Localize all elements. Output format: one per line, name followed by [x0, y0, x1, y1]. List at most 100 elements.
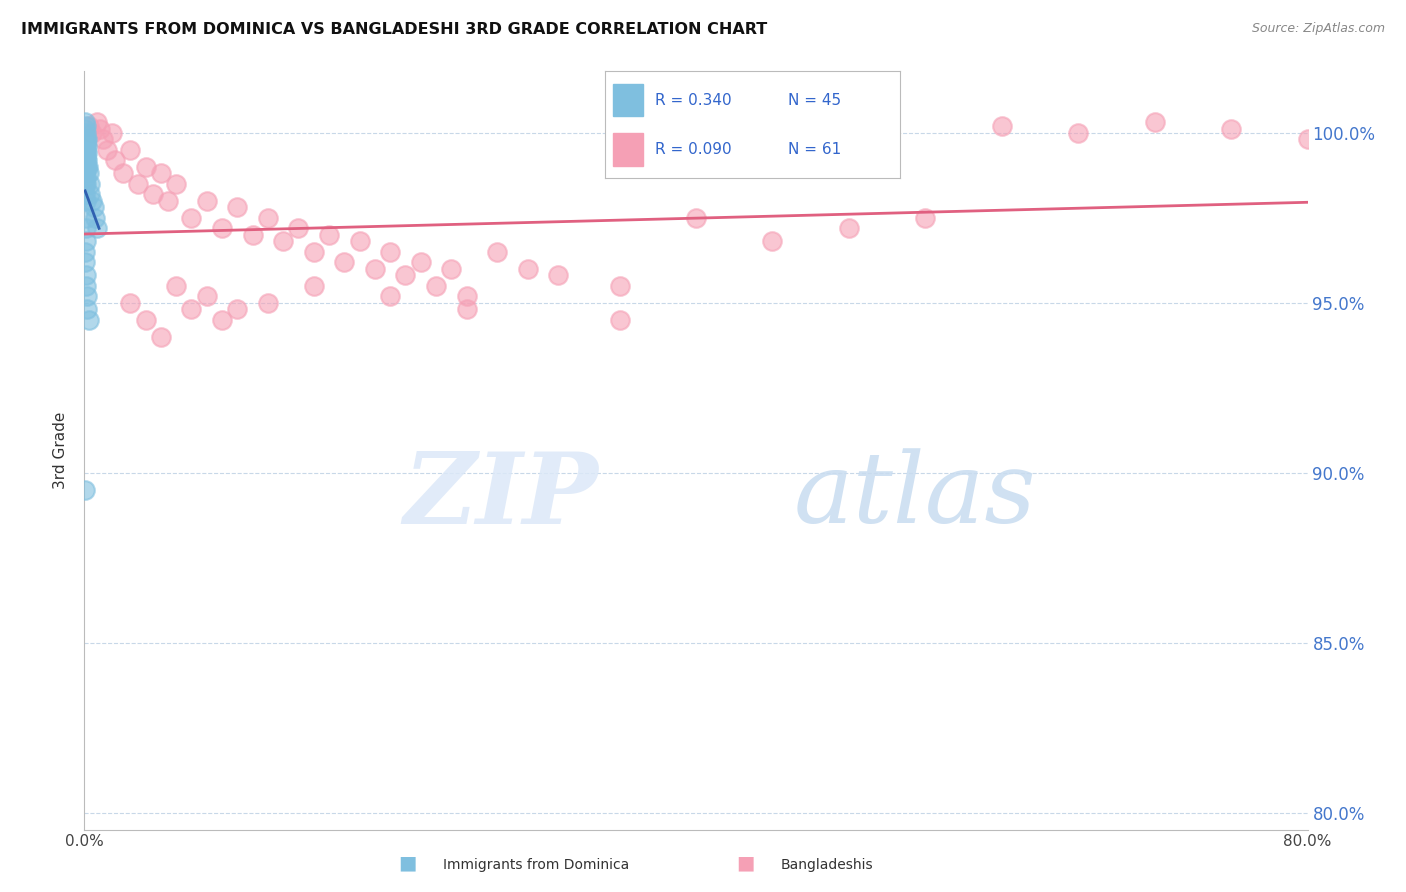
Text: R = 0.090: R = 0.090 [655, 142, 731, 157]
Point [104, 153, 127, 167]
Point [1067, 126, 1090, 140]
Point [302, 278, 325, 293]
Text: R = 0.340: R = 0.340 [655, 93, 731, 108]
Point [1143, 115, 1166, 129]
Point [165, 278, 187, 293]
Point [142, 186, 165, 201]
Point [75, 160, 97, 174]
Point [77, 160, 100, 174]
Point [75, 194, 97, 208]
Point [547, 268, 569, 283]
Point [75, 177, 97, 191]
Text: N = 61: N = 61 [787, 142, 841, 157]
Point [486, 244, 509, 259]
Bar [613, 84, 643, 116]
Point [75, 211, 97, 225]
Point [75, 483, 97, 497]
Point [75, 115, 97, 129]
Point [425, 278, 447, 293]
Point [75, 153, 97, 167]
Point [76, 302, 98, 317]
Point [75, 278, 97, 293]
Point [75, 119, 97, 133]
Point [257, 211, 280, 225]
Point [135, 160, 157, 174]
Point [86, 220, 108, 235]
Point [75, 186, 97, 201]
Point [75, 254, 97, 268]
Point [77, 312, 100, 326]
Point [364, 261, 387, 276]
Point [75, 268, 97, 283]
Point [75, 220, 97, 235]
Point [157, 194, 180, 208]
Point [135, 312, 157, 326]
Text: Source: ZipAtlas.com: Source: ZipAtlas.com [1251, 22, 1385, 36]
Point [409, 254, 432, 268]
Point [287, 220, 309, 235]
Point [394, 268, 416, 283]
Point [76, 153, 98, 167]
Point [75, 244, 97, 259]
Point [75, 145, 97, 160]
Point [380, 289, 402, 303]
Point [75, 132, 97, 146]
Point [685, 211, 707, 225]
Point [75, 169, 97, 184]
Point [101, 126, 124, 140]
Point [257, 295, 280, 310]
Point [75, 136, 97, 150]
Point [75, 160, 97, 174]
Point [75, 153, 97, 167]
Text: N = 45: N = 45 [787, 93, 841, 108]
Bar [613, 134, 643, 166]
Point [349, 235, 371, 249]
Point [226, 302, 249, 317]
Point [149, 166, 172, 180]
Point [76, 139, 98, 153]
Point [77, 166, 100, 180]
Point [165, 177, 187, 191]
Point [75, 126, 97, 140]
Point [75, 139, 97, 153]
Point [76, 160, 98, 174]
Point [380, 244, 402, 259]
Point [609, 278, 631, 293]
Text: ■: ■ [735, 854, 755, 872]
Point [76, 289, 98, 303]
Point [318, 227, 340, 242]
Point [180, 302, 202, 317]
Point [77, 119, 100, 133]
Point [1296, 132, 1319, 146]
Point [91, 132, 114, 146]
Point [456, 302, 478, 317]
Point [75, 122, 97, 136]
Point [302, 244, 325, 259]
Text: atlas: atlas [794, 449, 1036, 543]
Point [149, 329, 172, 343]
Point [75, 177, 97, 191]
Point [838, 220, 860, 235]
Point [242, 227, 264, 242]
Point [127, 177, 149, 191]
Point [120, 295, 142, 310]
Point [111, 166, 134, 180]
Point [761, 235, 783, 249]
Point [96, 143, 118, 157]
Point [80, 194, 103, 208]
Point [79, 177, 101, 191]
Text: ■: ■ [398, 854, 418, 872]
Point [86, 115, 108, 129]
Point [333, 254, 356, 268]
Point [1220, 122, 1243, 136]
Text: IMMIGRANTS FROM DOMINICA VS BANGLADESHI 3RD GRADE CORRELATION CHART: IMMIGRANTS FROM DOMINICA VS BANGLADESHI … [21, 22, 768, 37]
Point [75, 235, 97, 249]
Point [914, 211, 936, 225]
Text: ZIP: ZIP [404, 448, 598, 544]
Point [75, 166, 97, 180]
Point [195, 289, 218, 303]
Point [180, 211, 202, 225]
Point [75, 149, 97, 163]
Text: Bangladeshis: Bangladeshis [780, 858, 873, 872]
Point [195, 194, 218, 208]
